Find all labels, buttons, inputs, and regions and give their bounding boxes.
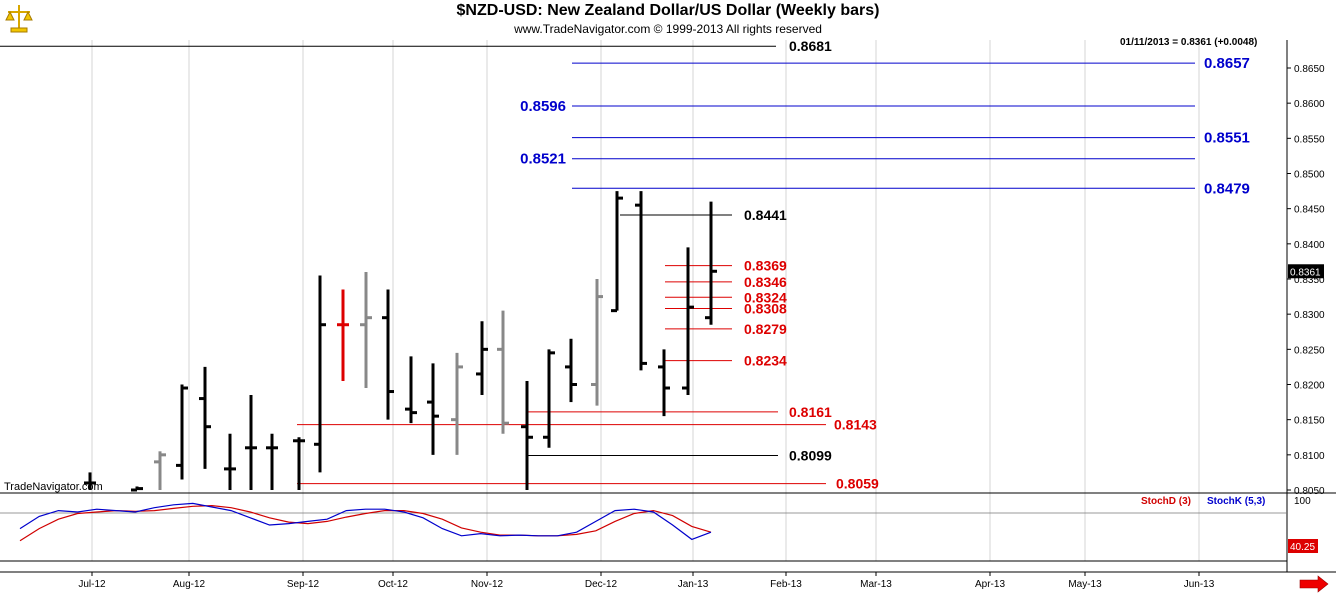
ohlc-bar [84, 472, 96, 490]
trade-navigator-logo-icon [5, 5, 33, 33]
x-tick-label: Jun-13 [1184, 579, 1215, 590]
ohlc-bar [682, 247, 694, 396]
y-tick-label: 0.8400 [1294, 240, 1325, 251]
level-label: 0.8279 [744, 321, 787, 337]
y-tick-label: 0.8350 [1294, 275, 1325, 286]
ohlc-bar [451, 352, 463, 455]
level-label: 0.8551 [1204, 130, 1250, 147]
level-label: 0.8143 [834, 417, 877, 433]
x-tick-label: Nov-12 [471, 579, 504, 590]
x-tick-label: Jul-12 [78, 579, 106, 590]
level-label: 0.8681 [789, 38, 832, 54]
y-tick-label: 0.8500 [1294, 170, 1325, 181]
y-tick-label: 0.8550 [1294, 134, 1325, 145]
stoch-k-line [19, 502, 712, 541]
x-tick-label: Sep-12 [287, 579, 320, 590]
chart-subtitle: www.TradeNavigator.com © 1999-2013 All r… [514, 22, 822, 36]
level-label: 0.8308 [744, 301, 787, 317]
last-price-box [1288, 264, 1324, 279]
price-levels: 0.8681 0.8657 0.8596 0.8551 0.8521 0.8479 0.84… [0, 38, 1250, 492]
level-label: 0.8099 [789, 448, 832, 464]
ohlc-bar [337, 289, 349, 381]
stoch-current-box [1288, 539, 1318, 553]
ohlc-bar [635, 191, 647, 371]
y-tick-label: 0.8100 [1294, 451, 1325, 462]
ohlc-bar [224, 433, 236, 490]
level-label: 0.8161 [789, 404, 832, 420]
y-tick-label: 0.8050 [1294, 486, 1325, 497]
ohlc-bar [521, 380, 533, 490]
ohlc-bars [84, 191, 717, 492]
grid-lines [91, 40, 1200, 561]
x-tick-label: Apr-13 [975, 579, 1005, 590]
chart-title: $NZD-USD: New Zealand Dollar/US Dollar (… [456, 2, 880, 19]
level-label: 0.8596 [520, 98, 566, 115]
ohlc-bar [293, 437, 305, 490]
ohlc-bar [382, 289, 394, 420]
last-price-label: 0.8361 [1290, 267, 1321, 278]
x-tick-label: Oct-12 [378, 579, 408, 590]
scroll-right-arrow-icon[interactable] [1299, 575, 1329, 593]
level-label: 0.8521 [520, 151, 566, 168]
x-tick-label: May-13 [1068, 579, 1102, 590]
watermark: TradeNavigator.com [4, 481, 103, 493]
stoch-upper-label: 100 [1294, 496, 1311, 507]
level-label: 0.8346 [744, 274, 787, 290]
stochastic-panel: 100 40.25 [0, 496, 1318, 553]
x-tick-label: Dec-12 [585, 579, 618, 590]
ohlc-bar [314, 275, 326, 473]
stoch-current-label: 40.25 [1290, 542, 1315, 553]
level-label: 0.8479 [1204, 180, 1250, 197]
ohlc-bar [543, 349, 555, 448]
ohlc-bar [705, 201, 717, 325]
ohlc-bar [360, 271, 372, 389]
y-tick-label: 0.8600 [1294, 99, 1325, 110]
ohlc-bar [405, 356, 417, 424]
y-tick-label: 0.8250 [1294, 345, 1325, 356]
x-tick-label: Aug-12 [173, 579, 206, 590]
ohlc-bar [427, 363, 439, 455]
stoch-d-legend: StochD (3) [1141, 496, 1191, 507]
ohlc-bar [266, 433, 278, 490]
y-tick-label: 0.8150 [1294, 416, 1325, 427]
x-tick-label: Feb-13 [770, 579, 802, 590]
ohlc-bar [154, 451, 166, 490]
level-label: 0.8369 [744, 258, 787, 274]
ohlc-bar [245, 395, 257, 490]
ohlc-bar [611, 191, 623, 313]
ohlc-bar [476, 321, 488, 396]
level-label: 0.8324 [744, 289, 787, 305]
price-axis: 0.8050 0.8100 0.8150 0.8200 0.8250 0.8300 0.83… [0, 40, 1336, 573]
ohlc-bar [199, 366, 211, 469]
ohlc-bar [658, 349, 670, 417]
x-tick-label: Jan-13 [678, 579, 709, 590]
y-tick-label: 0.8200 [1294, 381, 1325, 392]
x-tick-label: Mar-13 [860, 579, 892, 590]
ohlc-bar [591, 279, 603, 406]
date-axis: Jul-12 Aug-12 Sep-12 Oct-12 Nov-12 Dec-12 Jan-… [78, 572, 1215, 590]
price-readout: 01/11/2013 = 0.8361 (+0.0048) [1120, 37, 1258, 48]
y-tick-label: 0.8650 [1294, 64, 1325, 75]
level-label: 0.8234 [744, 353, 787, 369]
level-label: 0.8657 [1204, 55, 1250, 72]
y-tick-label: 0.8450 [1294, 205, 1325, 216]
level-label: 0.8059 [836, 476, 879, 492]
ohlc-bar [131, 486, 143, 492]
ohlc-bar [176, 384, 188, 480]
ohlc-bar [497, 310, 509, 434]
stoch-d-line [19, 504, 712, 542]
ohlc-bar [565, 338, 577, 403]
stoch-k-legend: StochK (5,3) [1207, 496, 1266, 507]
y-tick-label: 0.8300 [1294, 310, 1325, 321]
level-label: 0.8441 [744, 207, 787, 223]
